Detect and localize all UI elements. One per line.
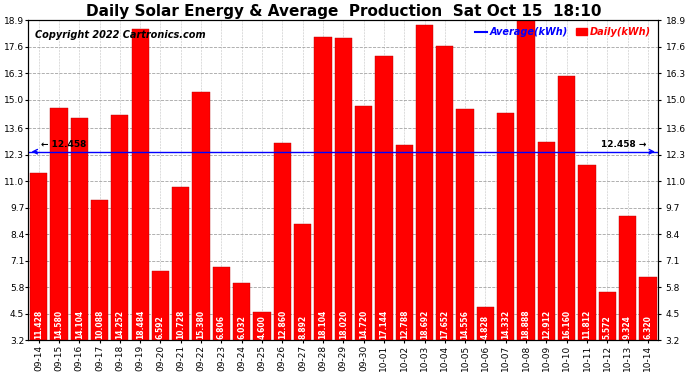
Bar bbox=[111, 115, 128, 340]
Text: 12.788: 12.788 bbox=[400, 310, 408, 339]
Text: 4.828: 4.828 bbox=[481, 315, 490, 339]
Title: Daily Solar Energy & Average  Production  Sat Oct 15  18:10: Daily Solar Energy & Average Production … bbox=[86, 4, 601, 19]
Bar bbox=[436, 46, 453, 340]
Text: 10.088: 10.088 bbox=[95, 310, 104, 339]
Bar bbox=[70, 118, 88, 340]
Bar bbox=[294, 224, 311, 340]
Bar bbox=[213, 267, 230, 340]
Bar bbox=[30, 172, 47, 340]
Text: 18.484: 18.484 bbox=[136, 310, 145, 339]
Text: 14.580: 14.580 bbox=[55, 310, 63, 339]
Bar bbox=[457, 109, 474, 340]
Text: 11.428: 11.428 bbox=[34, 310, 43, 339]
Bar bbox=[152, 271, 169, 340]
Text: 14.720: 14.720 bbox=[359, 310, 368, 339]
Bar bbox=[50, 108, 68, 340]
Bar bbox=[538, 142, 555, 340]
Text: ← 12.458: ← 12.458 bbox=[41, 140, 86, 148]
Text: 15.380: 15.380 bbox=[197, 310, 206, 339]
Legend: Average(kWh), Daily(kWh): Average(kWh), Daily(kWh) bbox=[473, 25, 653, 39]
Bar bbox=[578, 165, 595, 340]
Text: 10.728: 10.728 bbox=[176, 310, 186, 339]
Bar bbox=[253, 312, 270, 340]
Bar bbox=[355, 105, 372, 340]
Bar bbox=[233, 283, 250, 340]
Bar bbox=[477, 307, 494, 340]
Bar bbox=[416, 25, 433, 341]
Text: 6.806: 6.806 bbox=[217, 315, 226, 339]
Bar bbox=[132, 29, 149, 340]
Bar bbox=[315, 36, 332, 340]
Text: 11.812: 11.812 bbox=[582, 310, 591, 339]
Text: 8.892: 8.892 bbox=[298, 315, 307, 339]
Text: 9.324: 9.324 bbox=[623, 315, 632, 339]
Bar bbox=[193, 92, 210, 340]
Text: 18.104: 18.104 bbox=[319, 310, 328, 339]
Text: 14.104: 14.104 bbox=[75, 310, 83, 339]
Bar bbox=[639, 277, 657, 340]
Text: 4.600: 4.600 bbox=[257, 315, 266, 339]
Text: 14.252: 14.252 bbox=[115, 310, 124, 339]
Text: 16.160: 16.160 bbox=[562, 310, 571, 339]
Text: 18.888: 18.888 bbox=[522, 310, 531, 339]
Text: Copyright 2022 Cartronics.com: Copyright 2022 Cartronics.com bbox=[34, 30, 206, 40]
Bar bbox=[91, 200, 108, 340]
Bar bbox=[335, 38, 352, 340]
Bar bbox=[518, 21, 535, 340]
Text: 17.144: 17.144 bbox=[380, 310, 388, 339]
Bar bbox=[599, 292, 616, 340]
Text: 18.692: 18.692 bbox=[420, 310, 429, 339]
Text: 6.032: 6.032 bbox=[237, 315, 246, 339]
Bar bbox=[558, 76, 575, 340]
Bar bbox=[619, 216, 636, 340]
Text: 14.332: 14.332 bbox=[501, 310, 510, 339]
Text: 12.912: 12.912 bbox=[542, 310, 551, 339]
Bar bbox=[172, 187, 190, 340]
Bar bbox=[497, 114, 514, 340]
Text: 14.556: 14.556 bbox=[461, 310, 470, 339]
Text: 12.860: 12.860 bbox=[278, 310, 287, 339]
Bar bbox=[395, 145, 413, 340]
Text: 12.458 →: 12.458 → bbox=[600, 140, 646, 148]
Text: 18.020: 18.020 bbox=[339, 310, 348, 339]
Text: 17.652: 17.652 bbox=[440, 310, 449, 339]
Bar bbox=[274, 144, 291, 340]
Text: 6.320: 6.320 bbox=[643, 315, 653, 339]
Text: 6.592: 6.592 bbox=[156, 316, 165, 339]
Text: 5.572: 5.572 bbox=[603, 316, 612, 339]
Bar bbox=[375, 56, 393, 340]
